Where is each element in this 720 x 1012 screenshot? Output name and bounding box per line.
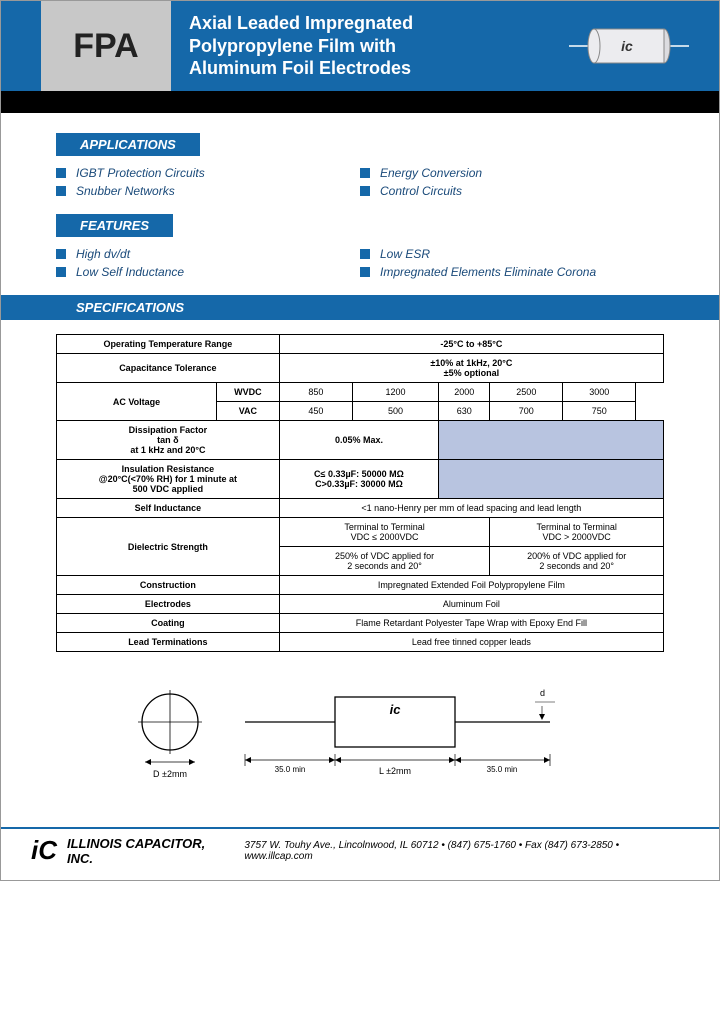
- svg-text:ic: ic: [390, 702, 402, 717]
- spec-label: Self Inductance: [57, 499, 280, 518]
- list-item: Low ESR: [360, 247, 664, 261]
- spec-value: Terminal to Terminal VDC ≤ 2000VDC: [279, 518, 490, 547]
- footer: iC ILLINOIS CAPACITOR, INC. 3757 W. Touh…: [1, 827, 719, 880]
- table-row: Insulation Resistance @20°C(<70% RH) for…: [57, 460, 664, 499]
- svg-text:L ±2mm: L ±2mm: [379, 766, 411, 776]
- cell: 700: [490, 402, 563, 421]
- specifications-badge: SPECIFICATIONS: [1, 295, 719, 320]
- company-logo-icon: iC: [31, 835, 57, 866]
- bullet-icon: [360, 168, 370, 178]
- datasheet-page: FPA Axial Leaded Impregnated Polypropyle…: [0, 0, 720, 881]
- spec-value: 0.05% Max.: [279, 421, 438, 460]
- spec-value: Terminal to Terminal VDC > 2000VDC: [490, 518, 664, 547]
- title-line-2: Polypropylene Film with: [189, 35, 569, 58]
- table-row: Operating Temperature Range -25°C to +85…: [57, 335, 664, 354]
- spec-label: Capacitance Tolerance: [57, 354, 280, 383]
- applications-section: APPLICATIONS IGBT Protection Circuits Sn…: [56, 133, 664, 202]
- bullet-icon: [360, 267, 370, 277]
- spec-label: Construction: [57, 576, 280, 595]
- features-list: High dv/dt Low Self Inductance Low ESR I…: [56, 247, 664, 283]
- table-row: Self Inductance <1 nano-Henry per mm of …: [57, 499, 664, 518]
- vac-label: VAC: [217, 402, 280, 421]
- list-item: Impregnated Elements Eliminate Corona: [360, 265, 664, 279]
- spec-label: Dielectric Strength: [57, 518, 280, 576]
- table-row: Capacitance Tolerance ±10% at 1kHz, 20°C…: [57, 354, 664, 383]
- cell: 750: [563, 402, 636, 421]
- spec-value: Aluminum Foil: [279, 595, 663, 614]
- spec-value: 200% of VDC applied for 2 seconds and 20…: [490, 547, 664, 576]
- title-line-1: Axial Leaded Impregnated: [189, 12, 569, 35]
- spec-value: <1 nano-Henry per mm of lead spacing and…: [279, 499, 663, 518]
- applications-badge: APPLICATIONS: [56, 133, 200, 156]
- spec-value: Impregnated Extended Foil Polypropylene …: [279, 576, 663, 595]
- spec-label: Lead Terminations: [57, 633, 280, 652]
- bullet-icon: [56, 186, 66, 196]
- spec-value: ±10% at 1kHz, 20°C ±5% optional: [279, 354, 663, 383]
- cell: 630: [439, 402, 490, 421]
- list-item: Snubber Networks: [56, 184, 360, 198]
- company-name: ILLINOIS CAPACITOR, INC.: [67, 836, 234, 866]
- series-code: FPA: [73, 27, 138, 66]
- black-band: [1, 91, 719, 113]
- cell: 2500: [490, 383, 563, 402]
- bullet-icon: [360, 249, 370, 259]
- list-item: IGBT Protection Circuits: [56, 166, 360, 180]
- spec-label: AC Voltage: [57, 383, 217, 421]
- header-title: Axial Leaded Impregnated Polypropylene F…: [189, 12, 569, 80]
- cell: 2000: [439, 383, 490, 402]
- svg-text:35.0 min: 35.0 min: [275, 765, 306, 774]
- spec-label: Insulation Resistance @20°C(<70% RH) for…: [57, 460, 280, 499]
- spec-label: Electrodes: [57, 595, 280, 614]
- specifications-table: Operating Temperature Range -25°C to +85…: [56, 334, 664, 652]
- cell: 450: [279, 402, 352, 421]
- cell: 850: [279, 383, 352, 402]
- shaded-cell: [439, 460, 664, 499]
- spec-label: Operating Temperature Range: [57, 335, 280, 354]
- table-row: Lead Terminations Lead free tinned coppe…: [57, 633, 664, 652]
- cell: 1200: [352, 383, 438, 402]
- spec-value: Flame Retardant Polyester Tape Wrap with…: [279, 614, 663, 633]
- spec-value: 250% of VDC applied for 2 seconds and 20…: [279, 547, 490, 576]
- svg-text:D ±2mm: D ±2mm: [153, 769, 187, 779]
- spec-label: Coating: [57, 614, 280, 633]
- header-band: FPA Axial Leaded Impregnated Polypropyle…: [1, 1, 719, 91]
- bullet-icon: [56, 168, 66, 178]
- wvdc-label: WVDC: [217, 383, 280, 402]
- content: APPLICATIONS IGBT Protection Circuits Sn…: [1, 113, 719, 827]
- table-row: AC Voltage WVDC 850 1200 2000 2500 3000: [57, 383, 664, 402]
- spec-label: Dissipation Factor tan δ at 1 kHz and 20…: [57, 421, 280, 460]
- list-item: High dv/dt: [56, 247, 360, 261]
- svg-text:ic: ic: [621, 38, 633, 54]
- svg-text:35.0 min: 35.0 min: [487, 765, 518, 774]
- applications-list: IGBT Protection Circuits Snubber Network…: [56, 166, 664, 202]
- table-row: Coating Flame Retardant Polyester Tape W…: [57, 614, 664, 633]
- table-row: Dielectric Strength Terminal to Terminal…: [57, 518, 664, 547]
- shaded-cell: [439, 421, 664, 460]
- cell: 3000: [563, 383, 636, 402]
- table-row: Construction Impregnated Extended Foil P…: [57, 576, 664, 595]
- spec-value: Lead free tinned copper leads: [279, 633, 663, 652]
- spec-value: C≤ 0.33µF: 50000 MΩ C>0.33µF: 30000 MΩ: [279, 460, 438, 499]
- company-address: 3757 W. Touhy Ave., Lincolnwood, IL 6071…: [244, 840, 689, 862]
- svg-text:d: d: [540, 688, 545, 698]
- spec-value: -25°C to +85°C: [279, 335, 663, 354]
- capacitor-icon: ic: [569, 21, 689, 71]
- bullet-icon: [56, 267, 66, 277]
- list-item: Energy Conversion: [360, 166, 664, 180]
- list-item: Low Self Inductance: [56, 265, 360, 279]
- table-row: Electrodes Aluminum Foil: [57, 595, 664, 614]
- list-item: Control Circuits: [360, 184, 664, 198]
- features-badge: FEATURES: [56, 214, 173, 237]
- features-section: FEATURES High dv/dt Low Self Inductance …: [56, 214, 664, 283]
- dimension-diagram: D ±2mm ic 35.0 min L ±2mm: [56, 682, 664, 797]
- cell: 500: [352, 402, 438, 421]
- bullet-icon: [56, 249, 66, 259]
- title-line-3: Aluminum Foil Electrodes: [189, 57, 569, 80]
- series-code-box: FPA: [41, 1, 171, 91]
- table-row: Dissipation Factor tan δ at 1 kHz and 20…: [57, 421, 664, 460]
- bullet-icon: [360, 186, 370, 196]
